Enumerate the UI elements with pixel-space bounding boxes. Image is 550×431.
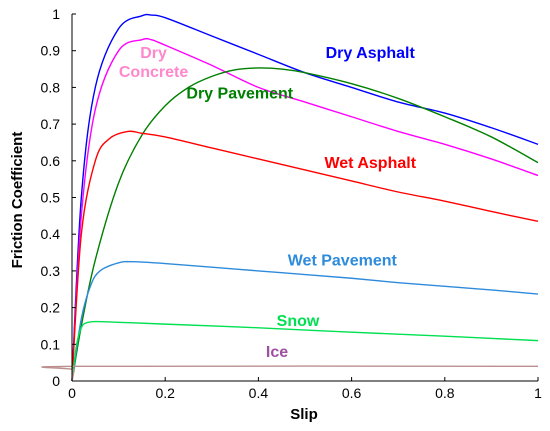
series-line-dry-pavement — [71, 67, 539, 382]
y-tick-label: 0.4 — [41, 226, 61, 242]
series-label-dry-pavement: Dry Pavement — [186, 85, 293, 102]
series-line-snow — [71, 320, 539, 382]
series-label-snow: Snow — [277, 313, 320, 330]
x-tick-label: 0.2 — [155, 385, 175, 401]
x-axis-label: Slip — [290, 406, 318, 423]
series-label-ice: Ice — [266, 344, 288, 361]
series-label-wet-pavement: Wet Pavement — [288, 252, 398, 269]
y-axis-label: Friction Coefficient — [9, 132, 26, 269]
y-tick-label: 0.1 — [41, 336, 61, 352]
series-line-ice — [41, 365, 539, 382]
y-tick-label: 0.5 — [41, 190, 61, 206]
x-tick-label: 0.6 — [342, 385, 362, 401]
x-tick-label: 0.4 — [249, 385, 269, 401]
series-label-dry-concrete: Dry Concrete — [119, 45, 188, 81]
series-labels: Dry Asphalt Dry Concrete Dry Pavement Wet As… — [119, 45, 417, 361]
series-line-dry-concrete — [71, 37, 539, 382]
x-tick-label: 0.8 — [435, 385, 455, 401]
x-tick-label: 0 — [68, 385, 76, 401]
x-tick-label: 1 — [534, 385, 542, 401]
series-layer — [41, 13, 539, 382]
y-tick-label: 0.2 — [41, 300, 61, 316]
axes: 0 0.2 0.4 0.6 0.8 1 0 0.1 0.2 0.3 0.4 0.5 0.6 0.7 0.8 0… — [41, 6, 543, 401]
y-tick-label: 1 — [52, 6, 60, 22]
series-label-dry-asphalt: Dry Asphalt — [326, 45, 416, 62]
series-line-wet-asphalt — [71, 130, 539, 382]
series-line-wet-pavement — [71, 260, 539, 382]
y-tick-label: 0 — [52, 373, 60, 389]
y-tick-label: 0.7 — [41, 116, 61, 132]
series-label-wet-asphalt: Wet Asphalt — [324, 155, 416, 172]
y-tick-label: 0.3 — [41, 263, 61, 279]
y-tick-label: 0.8 — [41, 79, 61, 95]
y-tick-label: 0.9 — [41, 43, 61, 59]
y-tick-label: 0.6 — [41, 153, 61, 169]
